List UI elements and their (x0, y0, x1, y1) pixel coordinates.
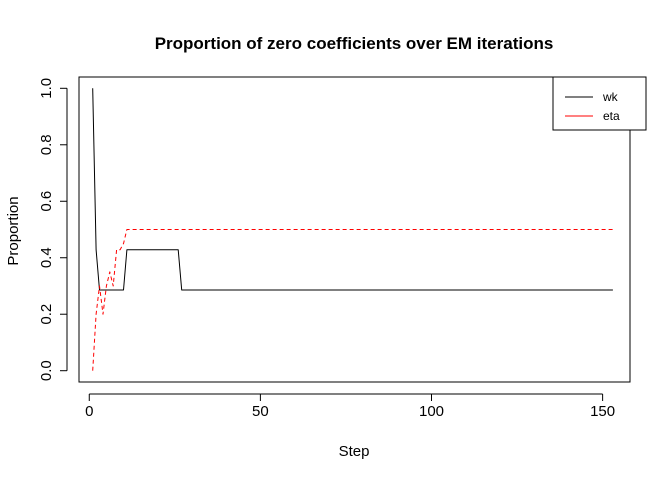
x-tick-label: 50 (252, 403, 269, 420)
x-axis: 0 50 100 150 (85, 393, 615, 420)
series-layer (92, 88, 613, 371)
legend-box (552, 76, 647, 131)
series-line-wk (92, 88, 613, 291)
legend: wk eta (552, 76, 647, 131)
x-tick-label: 150 (590, 403, 615, 420)
y-tick-label: 1.0 (38, 78, 55, 99)
x-tick-label: 100 (419, 403, 444, 420)
x-axis-label: Step (339, 443, 370, 460)
y-tick-label: 0.2 (38, 304, 55, 325)
chart-title: Proportion of zero coefficients over EM … (155, 34, 554, 53)
y-axis: 0.0 0.2 0.4 0.6 0.8 1.0 (38, 78, 68, 381)
legend-label-eta: eta (603, 109, 620, 123)
y-axis-label: Proportion (5, 196, 22, 265)
plot-frame (78, 76, 631, 383)
x-tick-label: 0 (85, 403, 93, 420)
legend-label-wk: wk (602, 90, 619, 104)
y-tick-label: 0.8 (38, 134, 55, 155)
y-tick-label: 0.4 (38, 247, 55, 268)
series-line-eta (92, 229, 613, 371)
y-tick-label: 0.6 (38, 191, 55, 212)
y-tick-label: 0.0 (38, 360, 55, 381)
